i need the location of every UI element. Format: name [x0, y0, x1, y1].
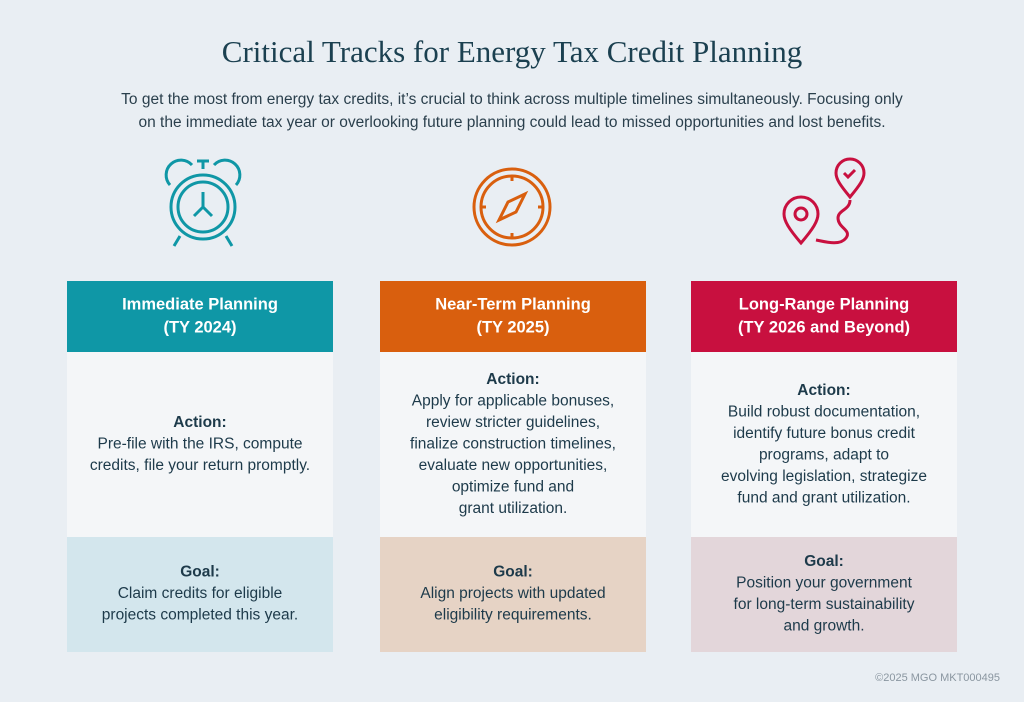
- title: Critical Tracks for Energy Tax Credit Pl…: [222, 34, 802, 69]
- clock-icon: [164, 158, 242, 247]
- track-subtitle: (TY 2024): [163, 318, 236, 336]
- action-text: optimize fund and: [452, 479, 574, 496]
- intro-line: To get the most from energy tax credits,…: [121, 91, 903, 108]
- goal-box: [380, 537, 646, 652]
- goal-text: Align projects with updated: [420, 585, 605, 602]
- track-header: [67, 281, 333, 352]
- compass-icon: [472, 167, 552, 247]
- footer: ©2025 MGO MKT000495: [875, 672, 1000, 684]
- track-subtitle: (TY 2025): [476, 318, 549, 336]
- goal-label: Goal:: [180, 564, 220, 581]
- goal-text: and growth.: [784, 617, 865, 634]
- goal-box: [691, 537, 957, 652]
- goal-text: Claim credits for eligible: [118, 585, 283, 602]
- action-text: Pre-file with the IRS, compute: [97, 436, 302, 453]
- goal-text: Position your government: [736, 574, 912, 591]
- action-text: Apply for applicable bonuses,: [412, 393, 615, 410]
- action-text: finalize construction timelines,: [410, 436, 616, 453]
- action-label: Action:: [173, 414, 226, 431]
- action-text: credits, file your return promptly.: [90, 457, 310, 474]
- action-text: evolving legislation, strategize: [721, 468, 927, 485]
- goal-text: projects completed this year.: [102, 607, 298, 624]
- action-text: fund and grant utilization.: [737, 489, 910, 506]
- action-label: Action:: [797, 382, 850, 399]
- goal-box: [67, 537, 333, 652]
- track-title: Immediate Planning: [122, 295, 278, 313]
- action-text: Build robust documentation,: [728, 403, 920, 420]
- action-box: [691, 352, 957, 537]
- action-box: [67, 352, 333, 537]
- action-label: Action:: [486, 371, 539, 388]
- action-text: grant utilization.: [459, 500, 568, 517]
- goal-label: Goal:: [804, 553, 844, 570]
- action-text: review stricter guidelines,: [426, 414, 600, 431]
- goal-text: eligibility requirements.: [434, 607, 592, 624]
- goal-text: for long-term sustainability: [734, 596, 915, 613]
- action-text: programs, adapt to: [759, 446, 889, 463]
- route-icon: [782, 157, 866, 246]
- intro-line: on the immediate tax year or overlooking…: [138, 114, 885, 131]
- action-text: evaluate new opportunities,: [419, 457, 608, 474]
- track-subtitle: (TY 2026 and Beyond): [738, 318, 910, 336]
- action-text: identify future bonus credit: [733, 425, 915, 442]
- track-title: Near-Term Planning: [435, 295, 591, 313]
- action-box: [380, 352, 646, 537]
- track-header: [380, 281, 646, 352]
- track-title: Long-Range Planning: [739, 295, 910, 313]
- goal-label: Goal:: [493, 564, 533, 581]
- track-header: [691, 281, 957, 352]
